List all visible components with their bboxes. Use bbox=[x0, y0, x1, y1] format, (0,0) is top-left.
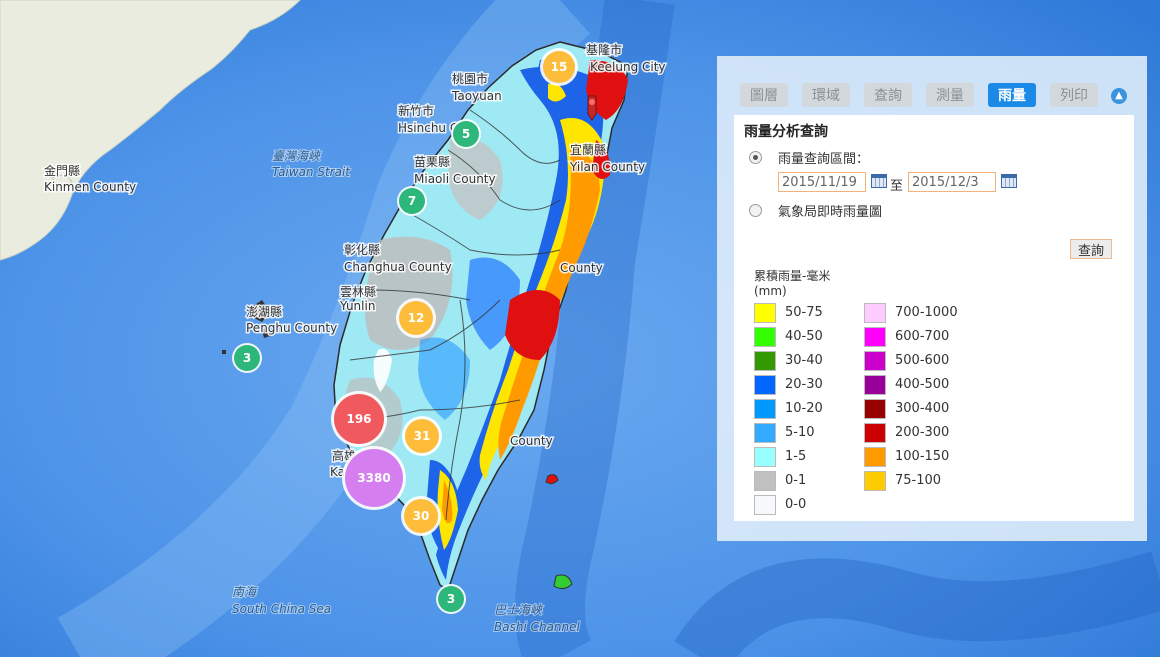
tab-measure[interactable]: 測量 bbox=[926, 83, 974, 107]
cluster-count: 3380 bbox=[357, 471, 390, 485]
label-kinmen-en: Kinmen County bbox=[44, 180, 136, 194]
label-hualien-en: County bbox=[560, 261, 603, 275]
cluster-marker[interactable]: 31 bbox=[402, 416, 442, 456]
cluster-marker[interactable]: 3 bbox=[232, 343, 262, 373]
calendar-icon[interactable] bbox=[1001, 174, 1017, 188]
legend-title: 累積雨量-毫米 (mm) bbox=[754, 269, 831, 298]
cluster-markers: 15 5 7 12 3 196 31 3380 bbox=[232, 48, 578, 614]
cluster-count: 12 bbox=[408, 311, 425, 325]
label-taoyuan-en: Taoyuan bbox=[451, 89, 502, 103]
cluster-count: 196 bbox=[346, 412, 371, 426]
label-south-china-sea: 南海 bbox=[232, 585, 258, 599]
label-changhua: 彰化縣 bbox=[344, 242, 380, 257]
tab-query[interactable]: 查詢 bbox=[864, 83, 912, 107]
cluster-marker[interactable]: 3 bbox=[436, 584, 466, 614]
label-kaohsiung-en: Ka bbox=[330, 465, 345, 479]
cluster-count: 3 bbox=[447, 592, 455, 606]
cluster-count: 15 bbox=[551, 60, 568, 74]
cluster-marker[interactable]: 5 bbox=[451, 119, 481, 149]
label-yilan: 宜蘭縣 bbox=[570, 142, 606, 157]
kinmen-island bbox=[51, 173, 73, 189]
label-bashi-channel-en: Bashi Channel bbox=[494, 620, 581, 634]
mainland-china-landmass bbox=[0, 0, 301, 261]
start-date-input[interactable] bbox=[778, 172, 866, 192]
sea-labels: 臺灣海峽 Taiwan Strait 南海 South China Sea 巴士… bbox=[231, 148, 582, 635]
radio-realtime[interactable] bbox=[749, 204, 762, 217]
option-realtime-label: 氣象局即時雨量圖 bbox=[778, 205, 883, 220]
label-penghu-en: Penghu County bbox=[246, 321, 337, 335]
panel-title: 雨量分析查詢 bbox=[744, 124, 828, 140]
label-taitung-en: County bbox=[510, 434, 553, 448]
radio-query-range[interactable] bbox=[749, 151, 762, 164]
tab-buffer[interactable]: 環域 bbox=[802, 83, 850, 107]
label-yunlin-en: Yunlin bbox=[339, 299, 375, 313]
label-miaoli-en: Miaoli County bbox=[414, 172, 496, 186]
rainfall-query-body: 雨量分析查詢 雨量查詢區間： 至 氣象局即時雨量圖 查詢 累積雨量-毫米 (mm… bbox=[734, 115, 1134, 521]
penghu-islands bbox=[222, 300, 270, 354]
green-island bbox=[545, 474, 559, 485]
label-yunlin: 雲林縣 bbox=[340, 285, 376, 299]
cluster-count: 5 bbox=[462, 127, 470, 141]
label-south-china-sea-en: South China Sea bbox=[232, 602, 331, 616]
orchid-island bbox=[553, 574, 573, 590]
date-separator: 至 bbox=[890, 179, 904, 194]
label-taiwan-strait-en: Taiwan Strait bbox=[272, 165, 351, 179]
cluster-marker[interactable]: 7 bbox=[397, 186, 427, 216]
label-keelung: 基隆市 bbox=[586, 42, 622, 57]
calendar-icon[interactable] bbox=[871, 174, 887, 188]
cluster-marker[interactable]: 3380 bbox=[342, 446, 406, 510]
label-yilan-en: Yilan County bbox=[569, 160, 645, 174]
label-keelung-en: Keelung City bbox=[590, 60, 666, 74]
end-date-input[interactable] bbox=[908, 172, 996, 192]
option-range-label: 雨量查詢區間： bbox=[778, 152, 870, 167]
cluster-marker[interactable]: 30 bbox=[401, 496, 441, 536]
tab-layers[interactable]: 圖層 bbox=[740, 83, 788, 107]
label-penghu: 澎湖縣 bbox=[246, 304, 282, 319]
tab-print[interactable]: 列印 bbox=[1050, 83, 1098, 107]
label-kinmen: 金門縣 bbox=[44, 163, 80, 178]
location-pin-icon[interactable] bbox=[587, 95, 597, 121]
cluster-count: 7 bbox=[408, 194, 416, 208]
cluster-count: 30 bbox=[413, 509, 430, 523]
label-changhua-en: Changhua County bbox=[344, 260, 452, 274]
label-hsinchu: 新竹市 bbox=[398, 103, 434, 118]
cluster-marker[interactable]: 12 bbox=[396, 298, 436, 338]
label-taoyuan: 桃園市 bbox=[452, 71, 488, 86]
label-taiwan-strait: 臺灣海峽 bbox=[272, 149, 322, 163]
cluster-count: 3 bbox=[243, 351, 251, 365]
label-miaoli: 苗栗縣 bbox=[414, 155, 450, 169]
query-button[interactable]: 查詢 bbox=[1070, 239, 1112, 259]
cluster-marker[interactable]: 15 bbox=[540, 48, 578, 86]
tab-rainfall[interactable]: 雨量 bbox=[988, 83, 1036, 107]
rainfall-query-panel: 圖層 環域 查詢 測量 雨量 列印 ▲ 雨量分析查詢 雨量查詢區間： 至 氣象局… bbox=[717, 56, 1147, 541]
label-bashi-channel: 巴士海峽 bbox=[494, 603, 544, 617]
cluster-marker[interactable]: 196 bbox=[331, 391, 387, 447]
cluster-count: 31 bbox=[414, 429, 431, 443]
chevron-up-icon[interactable]: ▲ bbox=[1111, 88, 1127, 104]
